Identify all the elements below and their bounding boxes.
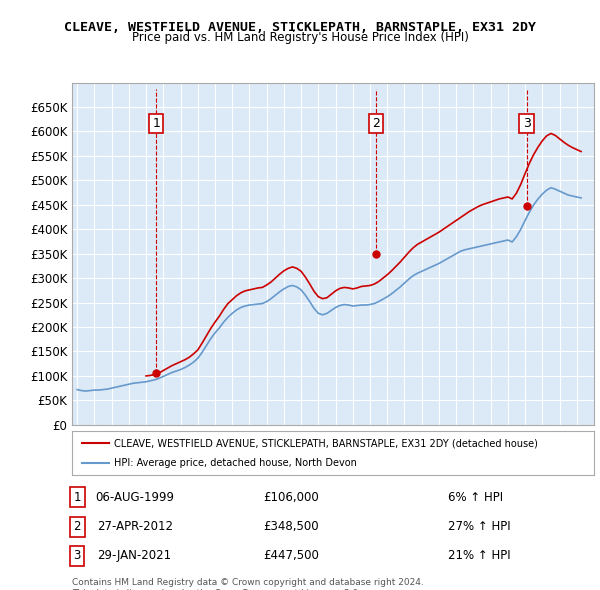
Text: 1: 1 — [152, 117, 160, 130]
Text: £348,500: £348,500 — [263, 520, 319, 533]
Text: 6% ↑ HPI: 6% ↑ HPI — [448, 491, 503, 504]
Text: 3: 3 — [523, 117, 530, 130]
Text: HPI: Average price, detached house, North Devon: HPI: Average price, detached house, Nort… — [114, 458, 356, 467]
Text: 2: 2 — [372, 117, 380, 130]
Text: 21% ↑ HPI: 21% ↑ HPI — [448, 549, 511, 562]
Text: £106,000: £106,000 — [263, 491, 319, 504]
Text: 2: 2 — [73, 520, 81, 533]
Text: £447,500: £447,500 — [263, 549, 319, 562]
Text: 06-AUG-1999: 06-AUG-1999 — [95, 491, 174, 504]
Text: 1: 1 — [73, 491, 81, 504]
Text: Contains HM Land Registry data © Crown copyright and database right 2024.
This d: Contains HM Land Registry data © Crown c… — [72, 578, 424, 590]
Text: 29-JAN-2021: 29-JAN-2021 — [98, 549, 172, 562]
Text: CLEAVE, WESTFIELD AVENUE, STICKLEPATH, BARNSTAPLE, EX31 2DY (detached house): CLEAVE, WESTFIELD AVENUE, STICKLEPATH, B… — [114, 438, 538, 448]
Text: Price paid vs. HM Land Registry's House Price Index (HPI): Price paid vs. HM Land Registry's House … — [131, 31, 469, 44]
Text: 27% ↑ HPI: 27% ↑ HPI — [448, 520, 511, 533]
Text: CLEAVE, WESTFIELD AVENUE, STICKLEPATH, BARNSTAPLE, EX31 2DY: CLEAVE, WESTFIELD AVENUE, STICKLEPATH, B… — [64, 21, 536, 34]
Text: 3: 3 — [74, 549, 81, 562]
Text: 27-APR-2012: 27-APR-2012 — [97, 520, 173, 533]
